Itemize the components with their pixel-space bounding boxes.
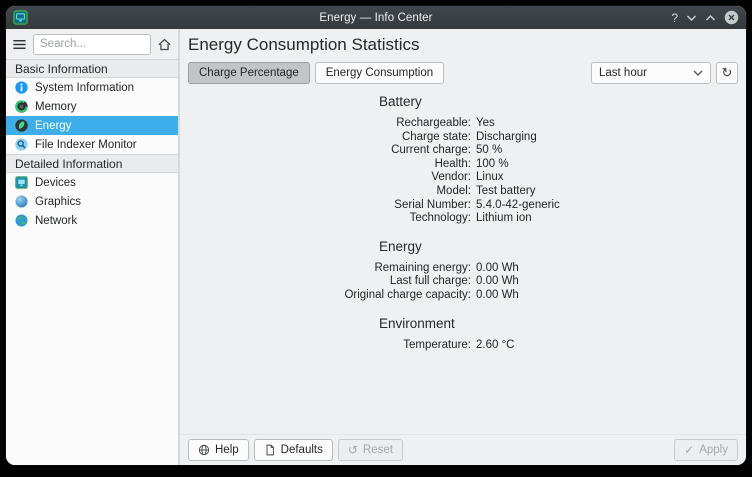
sidebar-item-devices[interactable]: Devices (6, 173, 178, 192)
window-title: Energy — Info Center (319, 11, 433, 24)
file-indexer-icon (15, 138, 28, 151)
form-grid: Rechargeable: Yes Charge state: Discharging… (180, 117, 746, 226)
devices-icon (15, 176, 28, 189)
sidebar-toolbar (6, 29, 178, 59)
minimize-button[interactable] (686, 14, 697, 22)
defaults-button-label: Defaults (280, 444, 323, 456)
field-label: Charge state: (401, 130, 471, 143)
sidebar-section-header: Basic Information (6, 59, 178, 78)
document-icon (266, 444, 274, 456)
field-label: Technology: (409, 212, 471, 225)
field-label: Original charge capacity: (344, 288, 471, 301)
graphics-icon (15, 195, 28, 208)
chart-toolbar: Charge Percentage Energy Consumption Last… (180, 60, 746, 85)
reset-button-label: Reset (362, 444, 393, 456)
window-help-button[interactable]: ? (671, 10, 678, 25)
field-value: 2.60 °C (476, 338, 515, 351)
maximize-button[interactable] (705, 14, 716, 22)
sidebar: Basic Information System Information Memor… (6, 29, 180, 465)
sidebar-item-label: Memory (35, 100, 77, 113)
sidebar-item-label: Energy (35, 119, 72, 132)
sidebar-item-label: File Indexer Monitor (35, 138, 137, 151)
titlebar: Energy — Info Center ? (6, 6, 746, 29)
defaults-button[interactable]: Defaults (253, 439, 333, 461)
sidebar-section-header: Detailed Information (6, 154, 178, 173)
section-title: Battery (379, 94, 422, 109)
energy-icon (15, 119, 28, 132)
field-value: Yes (476, 117, 495, 129)
memory-icon (15, 100, 28, 113)
sidebar-item-system-information[interactable]: System Information (6, 78, 178, 97)
refresh-button[interactable]: ↻ (716, 61, 738, 84)
sidebar-item-network[interactable]: Network (6, 211, 178, 230)
checkmark-icon: ✓ (684, 443, 695, 457)
sidebar-item-file-indexer-monitor[interactable]: File Indexer Monitor (6, 135, 178, 154)
field-value: Linux (476, 171, 504, 184)
field-value: 5.4.0-42-generic (476, 198, 560, 211)
field-label: Last full charge: (389, 275, 471, 288)
apply-button-label: Apply (699, 444, 728, 456)
help-globe-icon (198, 444, 210, 456)
apply-button[interactable]: ✓ Apply (674, 439, 738, 461)
help-button[interactable]: Help (188, 439, 249, 461)
field-value: 0.00 Wh (476, 275, 519, 288)
field-label: Model: (436, 184, 471, 197)
field-value: 50 % (476, 144, 503, 157)
field-value: 0.00 Wh (476, 288, 519, 301)
field-value: Discharging (476, 130, 537, 143)
footer: Help Defaults ↺ Reset ✓ Apply (180, 434, 746, 465)
sidebar-item-label: System Information (35, 81, 135, 94)
form-grid: Temperature: 2.60 °C (180, 339, 746, 353)
sidebar-item-label: Devices (35, 176, 76, 189)
sidebar-item-energy[interactable]: Energy (6, 116, 178, 135)
info-center-app-icon (13, 10, 28, 25)
category-list: Basic Information System Information Memor… (6, 59, 178, 465)
reset-button[interactable]: ↺ Reset (337, 439, 403, 461)
field-value: Lithium ion (476, 212, 532, 225)
field-label: Temperature: (403, 338, 471, 351)
home-icon[interactable] (157, 37, 172, 52)
toggle-energy-consumption[interactable]: Energy Consumption (314, 61, 445, 84)
field-value: 100 % (476, 157, 509, 170)
field-value: 0.00 Wh (476, 261, 519, 274)
refresh-icon: ↻ (721, 65, 733, 80)
close-button[interactable] (724, 10, 739, 25)
sidebar-item-graphics[interactable]: Graphics (6, 192, 178, 211)
field-value: Test battery (476, 184, 536, 197)
toggle-charge-percentage[interactable]: Charge Percentage (188, 61, 310, 84)
section-title: Environment (379, 315, 455, 331)
chevron-down-icon (693, 70, 703, 76)
period-select-value: Last hour (599, 66, 647, 79)
sidebar-item-label: Graphics (35, 195, 82, 208)
field-label: Serial Number: (394, 198, 471, 211)
field-label: Vendor: (431, 171, 471, 184)
field-label: Remaining energy: (374, 261, 471, 274)
period-select[interactable]: Last hour (591, 61, 711, 84)
undo-icon: ↺ (347, 443, 358, 457)
help-button-label: Help (215, 444, 239, 456)
battery-info-content: Battery Rechargeable: Yes Charge state: Disc… (180, 85, 746, 434)
page-title: Energy Consumption Statistics (188, 34, 420, 54)
field-label: Current charge: (391, 144, 471, 157)
network-icon (15, 214, 28, 227)
field-label: Health: (434, 157, 471, 170)
info-center-window: Energy — Info Center ? (6, 6, 746, 465)
field-label: Rechargeable: (396, 117, 471, 129)
menu-icon[interactable] (12, 37, 27, 52)
system-information-icon (15, 81, 28, 94)
section-title: Energy (379, 238, 422, 254)
form-grid: Remaining energy: 0.00 Wh Last full charge… (180, 262, 746, 303)
sidebar-item-memory[interactable]: Memory (6, 97, 178, 116)
main-panel: Energy Consumption Statistics Charge Per… (180, 29, 746, 465)
sidebar-item-label: Network (35, 214, 78, 227)
search-input[interactable] (33, 33, 151, 55)
